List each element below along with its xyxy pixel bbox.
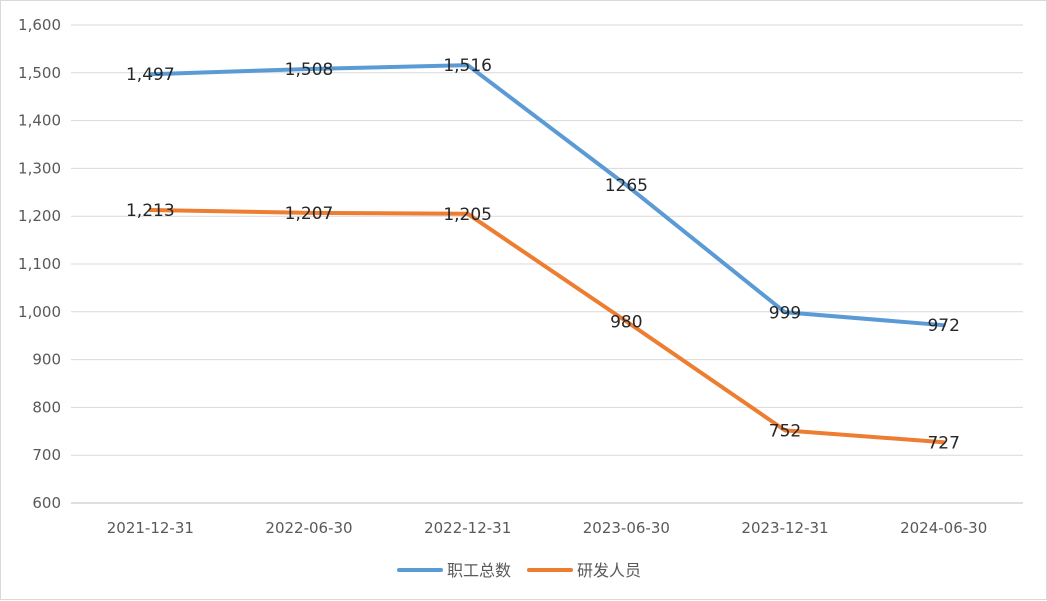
y-tick-label: 600 bbox=[32, 494, 61, 512]
series-line-1 bbox=[148, 207, 946, 445]
data-label: 727 bbox=[927, 433, 959, 453]
gridlines bbox=[71, 24, 1023, 504]
x-tick-label: 2022-12-31 bbox=[424, 519, 511, 537]
x-tick-label: 2024-06-30 bbox=[900, 519, 987, 537]
x-tick-label: 2023-06-30 bbox=[583, 519, 670, 537]
legend-item: 职工总数 bbox=[397, 561, 511, 580]
y-tick-label: 900 bbox=[32, 351, 61, 369]
y-tick-label: 1,400 bbox=[18, 112, 61, 130]
legend-item: 研发人员 bbox=[527, 561, 641, 580]
y-tick-label: 1,100 bbox=[18, 255, 61, 273]
x-tick-label: 2022-06-30 bbox=[265, 519, 352, 537]
y-tick-label: 1,000 bbox=[18, 303, 61, 321]
data-label: 1,207 bbox=[285, 204, 334, 224]
data-label: 980 bbox=[610, 312, 642, 332]
y-tick-label: 1,600 bbox=[18, 16, 61, 34]
data-label: 1265 bbox=[605, 176, 648, 196]
y-tick-label: 1,300 bbox=[18, 159, 61, 177]
legend-label: 研发人员 bbox=[577, 561, 641, 580]
y-tick-label: 1,200 bbox=[18, 207, 61, 225]
x-tick-label: 2023-12-31 bbox=[741, 519, 828, 537]
data-label: 752 bbox=[769, 421, 801, 441]
y-tick-label: 800 bbox=[32, 398, 61, 416]
legend: 职工总数 研发人员 bbox=[397, 561, 641, 580]
data-label: 1,508 bbox=[285, 60, 334, 80]
data-label: 1,516 bbox=[443, 56, 492, 76]
data-label: 1,205 bbox=[443, 205, 492, 225]
data-labels: 1,497 1,508 1,516 1265 999 972 1,213 1,207 1,205… bbox=[126, 56, 960, 453]
x-axis-tick-labels: 2021-12-31 2022-06-30 2022-12-31 2023-06-30… bbox=[107, 519, 988, 537]
data-label: 1,213 bbox=[126, 201, 175, 221]
y-tick-label: 1,500 bbox=[18, 64, 61, 82]
series-lines bbox=[148, 63, 946, 445]
y-tick-label: 700 bbox=[32, 446, 61, 464]
data-label: 999 bbox=[769, 303, 801, 323]
series-line-0 bbox=[148, 63, 946, 328]
y-axis-tick-labels: 600 700 800 900 1,000 1,100 1,200 1,300 1,400 1,5… bbox=[18, 16, 61, 512]
data-label: 972 bbox=[927, 316, 959, 336]
x-tick-label: 2021-12-31 bbox=[107, 519, 194, 537]
data-label: 1,497 bbox=[126, 65, 175, 85]
legend-label: 职工总数 bbox=[447, 561, 511, 580]
